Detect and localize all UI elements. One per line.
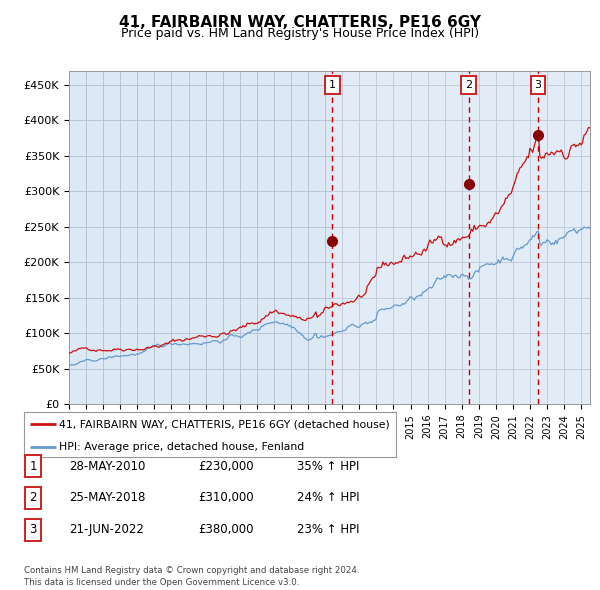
Text: 25-MAY-2018: 25-MAY-2018 [69, 491, 145, 504]
Text: 24% ↑ HPI: 24% ↑ HPI [297, 491, 359, 504]
Bar [332, 71, 590, 404]
Text: £380,000: £380,000 [198, 523, 254, 536]
Text: 23% ↑ HPI: 23% ↑ HPI [297, 523, 359, 536]
Text: Price paid vs. HM Land Registry's House Price Index (HPI): Price paid vs. HM Land Registry's House … [121, 27, 479, 40]
Text: 3: 3 [535, 80, 542, 90]
Text: 2: 2 [29, 491, 37, 504]
Text: £230,000: £230,000 [198, 460, 254, 473]
Text: 35% ↑ HPI: 35% ↑ HPI [297, 460, 359, 473]
Text: 21-JUN-2022: 21-JUN-2022 [69, 523, 144, 536]
Text: HPI: Average price, detached house, Fenland: HPI: Average price, detached house, Fenl… [59, 442, 305, 453]
Text: 1: 1 [329, 80, 335, 90]
Text: £310,000: £310,000 [198, 491, 254, 504]
Text: Contains HM Land Registry data © Crown copyright and database right 2024.
This d: Contains HM Land Registry data © Crown c… [24, 566, 359, 587]
Text: 41, FAIRBAIRN WAY, CHATTERIS, PE16 6GY (detached house): 41, FAIRBAIRN WAY, CHATTERIS, PE16 6GY (… [59, 419, 390, 429]
Text: 3: 3 [29, 523, 37, 536]
Text: 1: 1 [29, 460, 37, 473]
Text: 41, FAIRBAIRN WAY, CHATTERIS, PE16 6GY: 41, FAIRBAIRN WAY, CHATTERIS, PE16 6GY [119, 15, 481, 30]
Text: 28-MAY-2010: 28-MAY-2010 [69, 460, 145, 473]
Text: 2: 2 [465, 80, 472, 90]
